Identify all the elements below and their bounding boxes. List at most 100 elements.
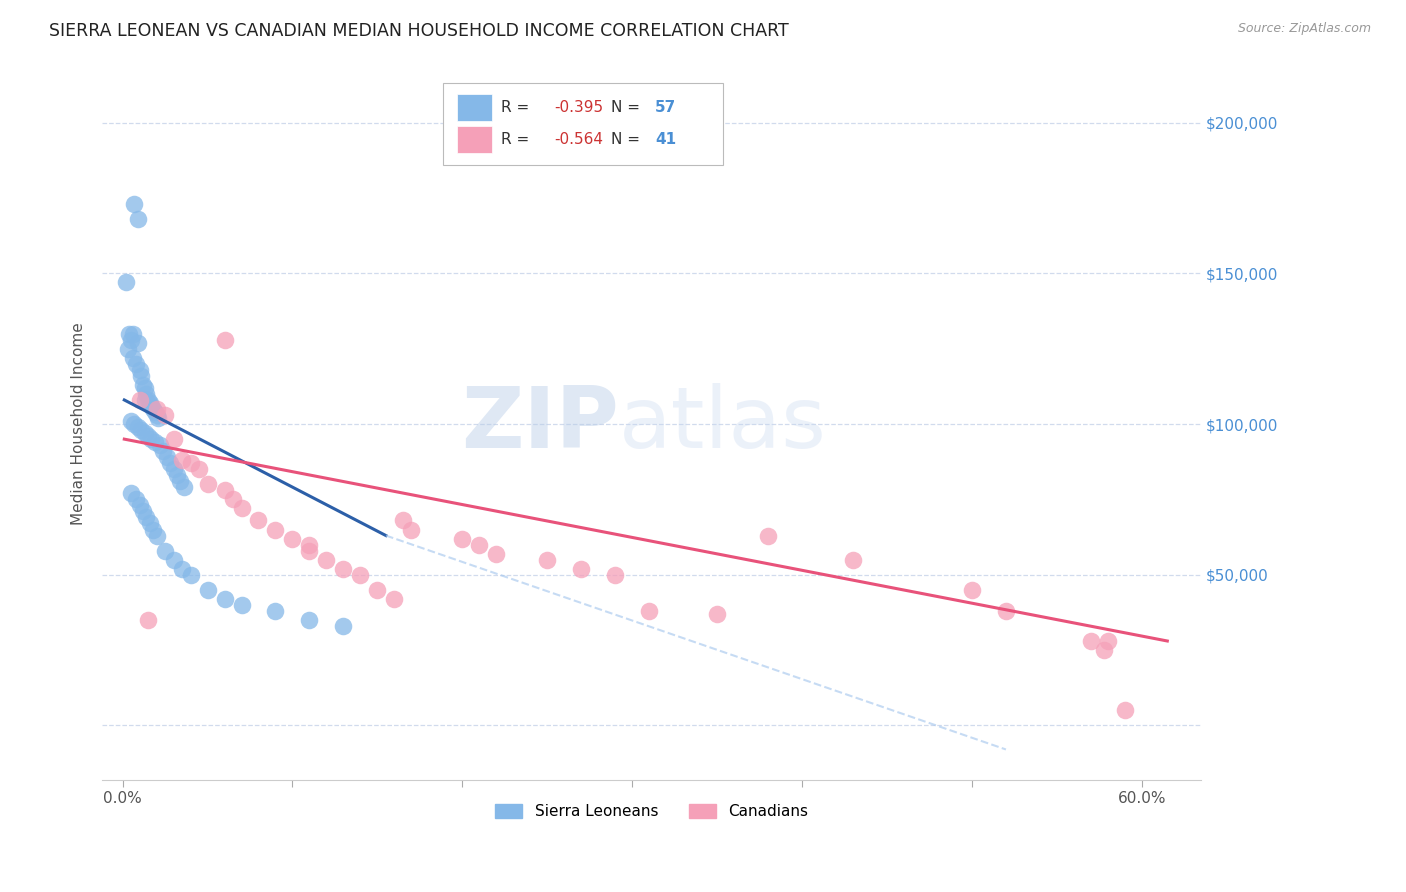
Point bbox=[638, 604, 661, 618]
Point bbox=[485, 547, 508, 561]
Point bbox=[170, 562, 193, 576]
Point bbox=[332, 619, 354, 633]
Point bbox=[134, 381, 156, 395]
Point bbox=[468, 538, 491, 552]
Point bbox=[1114, 703, 1136, 717]
Point bbox=[153, 543, 176, 558]
Point bbox=[384, 591, 406, 606]
Point bbox=[264, 604, 287, 618]
Point bbox=[141, 399, 163, 413]
Point bbox=[159, 456, 181, 470]
Point bbox=[149, 438, 172, 452]
Point bbox=[128, 499, 150, 513]
Point bbox=[349, 567, 371, 582]
Point bbox=[143, 435, 166, 450]
Text: N =: N = bbox=[612, 100, 645, 115]
Point bbox=[117, 342, 139, 356]
Point bbox=[169, 475, 191, 489]
Point bbox=[298, 538, 321, 552]
Point bbox=[139, 396, 162, 410]
Point bbox=[1080, 634, 1102, 648]
Point bbox=[1097, 634, 1119, 648]
Point bbox=[129, 423, 152, 437]
Point bbox=[135, 510, 157, 524]
Point bbox=[139, 516, 162, 531]
Point bbox=[162, 462, 184, 476]
Text: SIERRA LEONEAN VS CANADIAN MEDIAN HOUSEHOLD INCOME CORRELATION CHART: SIERRA LEONEAN VS CANADIAN MEDIAN HOUSEH… bbox=[49, 22, 789, 40]
Point bbox=[124, 417, 146, 431]
Point bbox=[231, 501, 253, 516]
Point bbox=[214, 483, 236, 498]
Point bbox=[960, 582, 983, 597]
Text: 41: 41 bbox=[655, 132, 676, 147]
Point bbox=[125, 357, 148, 371]
Point bbox=[145, 528, 167, 542]
Text: atlas: atlas bbox=[619, 383, 827, 466]
Point bbox=[136, 392, 159, 407]
Point bbox=[247, 513, 270, 527]
Point bbox=[536, 552, 558, 566]
Text: R =: R = bbox=[501, 132, 534, 147]
Point bbox=[120, 333, 142, 347]
Point bbox=[153, 408, 176, 422]
Text: R =: R = bbox=[501, 100, 534, 115]
Point bbox=[142, 523, 165, 537]
Point bbox=[145, 402, 167, 417]
Point bbox=[401, 523, 423, 537]
Point bbox=[145, 408, 167, 422]
Point bbox=[120, 486, 142, 500]
Point bbox=[298, 613, 321, 627]
Point bbox=[135, 387, 157, 401]
Y-axis label: Median Household Income: Median Household Income bbox=[72, 323, 86, 525]
Point bbox=[842, 552, 865, 566]
FancyBboxPatch shape bbox=[457, 126, 492, 153]
Point bbox=[129, 368, 152, 383]
Text: N =: N = bbox=[612, 132, 645, 147]
Point bbox=[222, 492, 245, 507]
Point bbox=[134, 392, 156, 407]
Point bbox=[264, 523, 287, 537]
Point bbox=[332, 562, 354, 576]
Point bbox=[214, 333, 236, 347]
FancyBboxPatch shape bbox=[443, 83, 723, 164]
Point bbox=[162, 552, 184, 566]
Point bbox=[148, 411, 170, 425]
Point bbox=[125, 492, 148, 507]
Point bbox=[136, 613, 159, 627]
Point bbox=[128, 363, 150, 377]
Point bbox=[136, 429, 159, 443]
Point bbox=[569, 562, 592, 576]
Point bbox=[128, 392, 150, 407]
Point bbox=[162, 432, 184, 446]
Text: -0.395: -0.395 bbox=[554, 100, 603, 115]
Point bbox=[152, 444, 174, 458]
Point bbox=[281, 532, 304, 546]
Point bbox=[115, 276, 138, 290]
Point bbox=[197, 477, 219, 491]
Point bbox=[994, 604, 1017, 618]
Point bbox=[1094, 643, 1116, 657]
Point bbox=[134, 426, 156, 441]
Point bbox=[121, 351, 143, 365]
Point bbox=[170, 453, 193, 467]
Point bbox=[451, 532, 474, 546]
Point bbox=[231, 598, 253, 612]
Point bbox=[142, 402, 165, 417]
Point bbox=[756, 528, 779, 542]
Point bbox=[132, 377, 155, 392]
Point bbox=[298, 543, 321, 558]
Point bbox=[127, 420, 149, 434]
Point bbox=[214, 591, 236, 606]
Point bbox=[156, 450, 179, 465]
Point bbox=[706, 607, 728, 621]
Point bbox=[197, 582, 219, 597]
Point bbox=[173, 480, 195, 494]
Point bbox=[127, 212, 149, 227]
Point bbox=[127, 335, 149, 350]
Text: 57: 57 bbox=[655, 100, 676, 115]
Text: Source: ZipAtlas.com: Source: ZipAtlas.com bbox=[1237, 22, 1371, 36]
Point bbox=[188, 462, 211, 476]
Point bbox=[605, 567, 627, 582]
Point bbox=[143, 405, 166, 419]
Text: -0.564: -0.564 bbox=[554, 132, 603, 147]
